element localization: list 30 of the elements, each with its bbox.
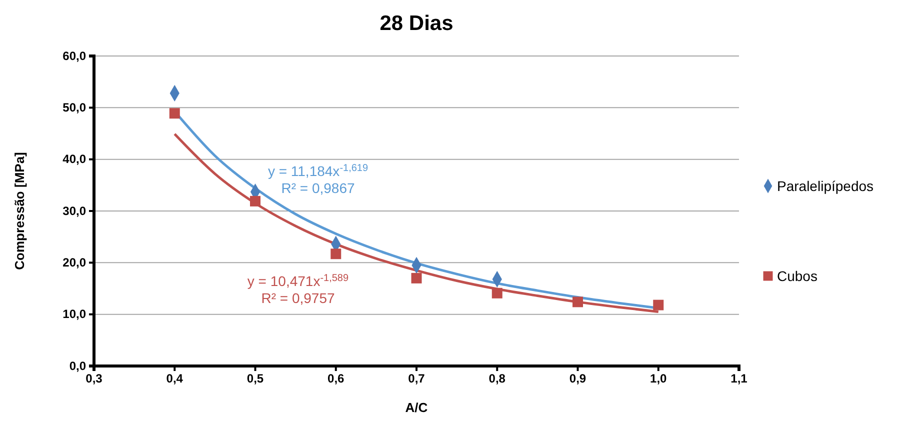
y-tick-label: 0,0 — [69, 358, 86, 373]
point — [653, 300, 664, 310]
y-tick-label: 30,0 — [62, 204, 86, 218]
point — [572, 296, 583, 308]
x-axis-title: A/C — [405, 400, 428, 415]
x-tick-label: 0,6 — [328, 372, 345, 386]
x-tick-label: 1,1 — [730, 372, 748, 386]
point — [411, 272, 422, 284]
y-tick-label: 60,0 — [62, 48, 86, 63]
x-tick-label: 0,9 — [569, 372, 586, 386]
point — [492, 288, 502, 298]
x-tick-label: 0,7 — [408, 372, 426, 386]
x-tick-label: 0,8 — [488, 372, 506, 386]
x-tick-label: 0,4 — [166, 372, 184, 386]
legend-label: Paralelipípedos — [777, 178, 874, 194]
annotation: y = 10,471x$^{-1,589}$ R² = 0,9757 — [247, 272, 350, 306]
x-tick-label: 1,0 — [650, 372, 668, 386]
legend-label: Cubos — [777, 268, 818, 284]
y-tick-label: 20,0 — [62, 256, 86, 270]
point — [250, 196, 260, 206]
y-tick-label: 40,0 — [62, 152, 86, 166]
point — [169, 108, 180, 119]
x-tick-label: 0,3 — [86, 372, 103, 386]
x-tick-label: 0,5 — [246, 372, 264, 386]
y-tick-label: 50,0 — [62, 100, 86, 115]
chart-title: 28 Dias — [380, 12, 454, 35]
y-axis-title: Compressão [MPa] — [12, 152, 27, 270]
y-tick-label: 10,0 — [62, 307, 86, 322]
point — [330, 248, 342, 260]
annotation: y = 11,184x$^{-1,619}$ R² = 0,9867 — [268, 162, 368, 196]
